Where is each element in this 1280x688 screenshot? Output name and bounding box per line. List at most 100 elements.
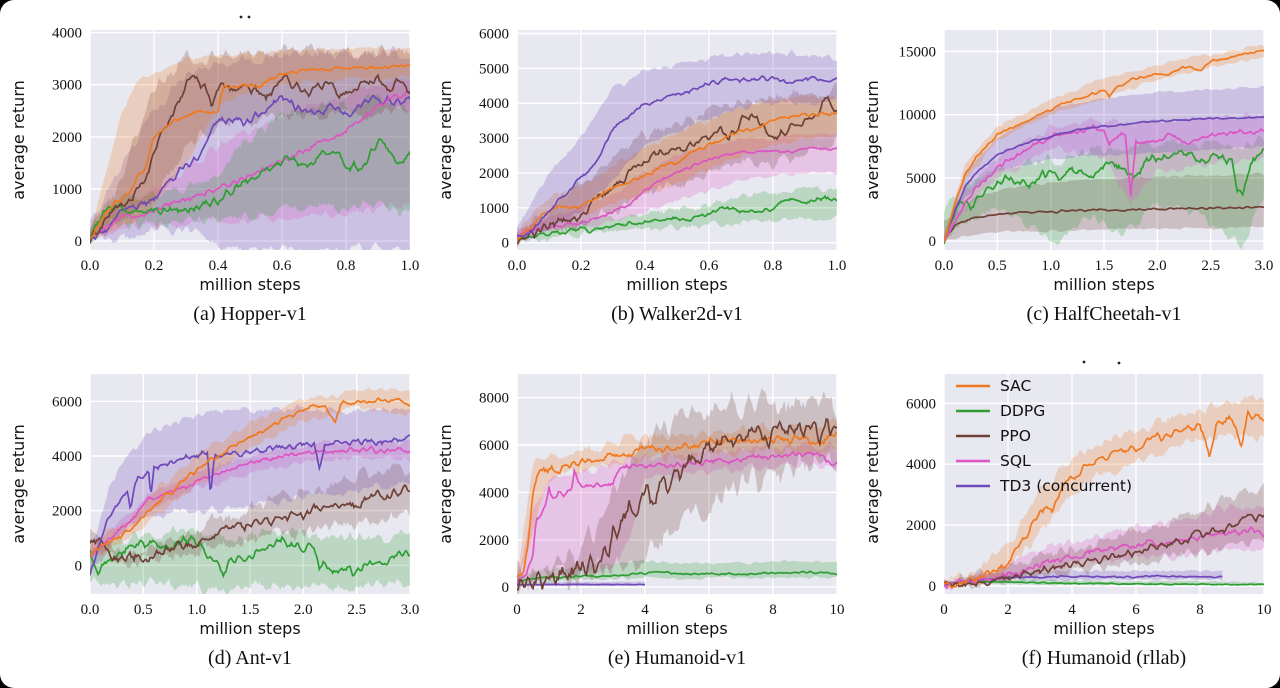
x-tick-label: 1.5 [241,602,260,618]
series-line-SAC [517,111,837,241]
chart-ant-v1: 0.0 0.5 1.0 1.5 2.0 2.5 3.0 0 2000 4000 6000 millio… [9,374,420,638]
series-line-SQL [90,90,410,238]
x-tick-label: 0.8 [764,258,783,274]
x-tick-label: 3.0 [401,602,420,618]
caption-e: (e) Humanoid-v1 [607,647,747,669]
plot-area [517,374,837,594]
x-axis-label: million steps [199,619,300,638]
panel-c: 0.0 0.5 1.0 1.5 2.0 2.5 3.0 0 5000 10000 15000 mill… [854,0,1280,344]
x-axis-label: million steps [626,275,727,294]
series-line-PPO [90,483,410,564]
x-tick-label: 0.0 [81,602,100,618]
series-line-SAC [90,397,410,556]
x-tick-label: 1.5 [1095,258,1114,274]
y-tick-label: 0 [502,580,510,596]
x-tick-label: 0.2 [145,258,164,274]
series-line-DDPG [944,148,1264,245]
cropped-title-artifact [239,15,243,19]
chart-halfcheetah-v1: 0.0 0.5 1.0 1.5 2.0 2.5 3.0 0 5000 10000 15000 mill… [863,30,1273,294]
caption-b: (b) Walker2d-v1 [611,303,743,325]
panel-f: 0 2 4 6 8 10 0 2000 4000 6000 million steps average… [854,344,1280,688]
x-tick-label: 0 [513,602,521,618]
y-axis-label: average return [436,424,455,544]
legend-label-PPO: PPO [1000,427,1031,445]
x-tick-label: 0.0 [935,258,954,274]
band-SAC [90,386,410,559]
series-line-SQL [517,451,837,584]
band-TD3 [90,404,410,576]
series-line-TD3 [90,434,410,576]
plot-area [517,30,837,250]
band-SAC [944,44,1264,240]
y-tick-label: 4000 [52,449,82,465]
x-tick-label: 2.5 [347,602,366,618]
x-tick-label: 0.0 [81,258,100,274]
x-tick-label: 0.4 [209,258,228,274]
series-line-SQL [944,123,1264,243]
y-tick-label: 4000 [906,457,936,473]
caption-f: (f) Humanoid (rllab) [1021,647,1187,669]
x-tick-label: 0.2 [572,258,591,274]
series-line-SQL [944,525,1264,590]
x-axis-label: million steps [1053,275,1154,294]
y-tick-label: 2000 [52,130,82,146]
chart-humanoid-rllab: 0 2 4 6 8 10 0 2000 4000 6000 million steps average… [863,360,1272,638]
y-tick-label: 2000 [906,518,936,534]
series-line-SAC [944,49,1264,243]
x-tick-label: 2 [1004,602,1012,618]
x-tick-label: 0.5 [988,258,1007,274]
y-tick-label: 0 [75,234,83,250]
series-line-DDPG [944,580,1264,586]
chart-humanoid-v1: 0 2 4 6 8 10 0 2000 4000 6000 8000 million steps ave… [436,374,845,638]
series-line-SAC [517,431,837,578]
band-PPO [517,82,837,250]
x-tick-label: 1.0 [828,258,847,274]
x-tick-label: 2.0 [294,602,313,618]
series-line-SQL [90,445,410,558]
band-PPO [944,172,1264,242]
y-tick-label: 6000 [479,27,509,43]
x-tick-label: 6 [705,602,713,618]
legend-label-SQL: SQL [1000,452,1031,470]
series-line-SAC [90,63,410,240]
x-tick-label: 1.0 [401,258,420,274]
x-tick-label: 2 [577,602,585,618]
y-tick-label: 4000 [479,485,509,501]
x-tick-label: 0.0 [508,258,527,274]
series-line-PPO [944,513,1264,588]
y-tick-label: 8000 [479,391,509,407]
series-line-PPO [517,96,837,245]
legend-label-DDPG: DDPG [1000,402,1045,420]
x-tick-label: 8 [1196,602,1204,618]
caption-d: (d) Ant-v1 [208,647,292,669]
x-axis-label: million steps [199,275,300,294]
series-line-TD3 [517,75,837,238]
caption-c: (c) HalfCheetah-v1 [1026,303,1182,325]
y-tick-label: 0 [502,236,510,252]
panel-a: 0.0 0.2 0.4 0.6 0.8 1.0 0 1000 2000 3000 4000 milli… [0,0,427,344]
x-axis-label: million steps [626,619,727,638]
x-tick-label: 8 [769,602,777,618]
series-line-DDPG [90,534,410,579]
chart-hopper-v1: 0.0 0.2 0.4 0.6 0.8 1.0 0 1000 2000 3000 4000 milli… [9,15,420,294]
x-tick-label: 1.0 [1041,258,1060,274]
y-tick-label: 15000 [899,45,937,61]
cropped-title-artifact [247,15,251,19]
band-PPO [517,387,837,594]
band-SAC [90,46,410,239]
band-SQL [517,132,837,240]
series-line-TD3 [944,116,1264,242]
legend-label-TD3: TD3 (concurrent) [999,477,1132,495]
series-line-PPO [517,417,837,592]
y-tick-label: 0 [929,579,937,595]
band-SQL [944,112,1264,243]
series-line-SQL [517,146,837,238]
y-axis-label: average return [9,80,28,200]
band-DDPG [90,525,410,594]
y-tick-label: 5000 [479,61,509,77]
cropped-title-artifact [1082,360,1086,364]
caption-a: (a) Hopper-v1 [193,303,307,325]
series-line-TD3 [517,583,645,586]
y-tick-label: 6000 [479,438,509,454]
panel-b: 0.0 0.2 0.4 0.6 0.8 1.0 0 1000 2000 3000 4000 5000 6… [427,0,854,344]
